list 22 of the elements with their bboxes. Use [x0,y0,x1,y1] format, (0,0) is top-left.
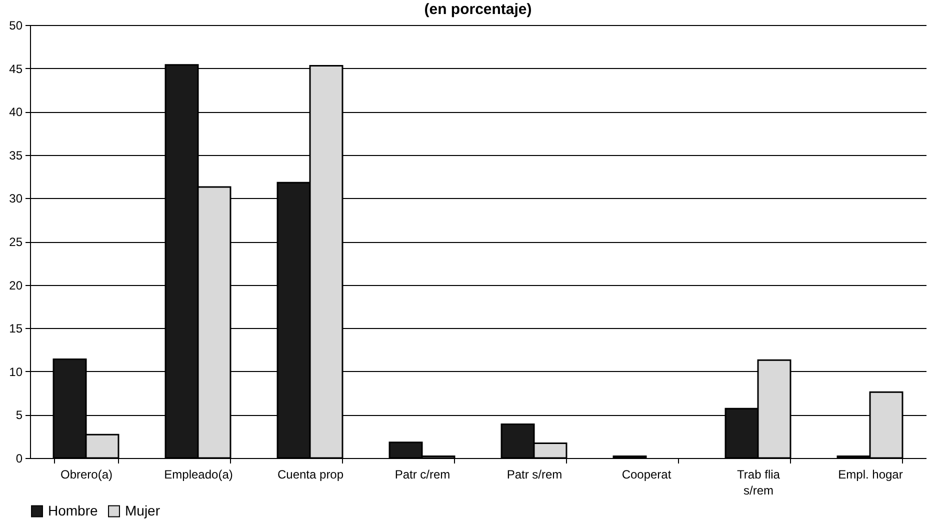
y-tick-label: 25 [9,235,23,249]
y-tick-label: 5 [16,408,23,422]
y-tick-label: 10 [9,364,23,379]
y-tick-label: 45 [9,62,23,76]
chart-title: (en porcentaje) [424,1,532,18]
x-tick-label: Obrero(a) [60,468,113,482]
y-tick-label: 0 [16,452,23,466]
y-tick-label: 50 [9,18,23,32]
y-tick-label: 15 [9,322,23,336]
legend-label: Mujer [125,502,160,518]
y-tick-label: 40 [9,105,23,120]
x-tick-label: Patr c/rem [394,468,450,482]
x-tick-label: Cooperat [622,468,672,482]
y-tick-label: 35 [9,148,23,162]
x-tick-label: Cuenta prop [277,468,344,482]
y-tick-label: 20 [9,278,23,292]
x-tick-label: Empl. hogar [838,468,903,482]
x-tick-label: Trab flia s/rem [737,468,780,498]
legend-label: Hombre [48,502,98,518]
x-tick-label: Empleado(a) [164,468,233,482]
y-tick-label: 30 [9,192,23,206]
x-tick-label: Patr s/rem [506,468,562,482]
